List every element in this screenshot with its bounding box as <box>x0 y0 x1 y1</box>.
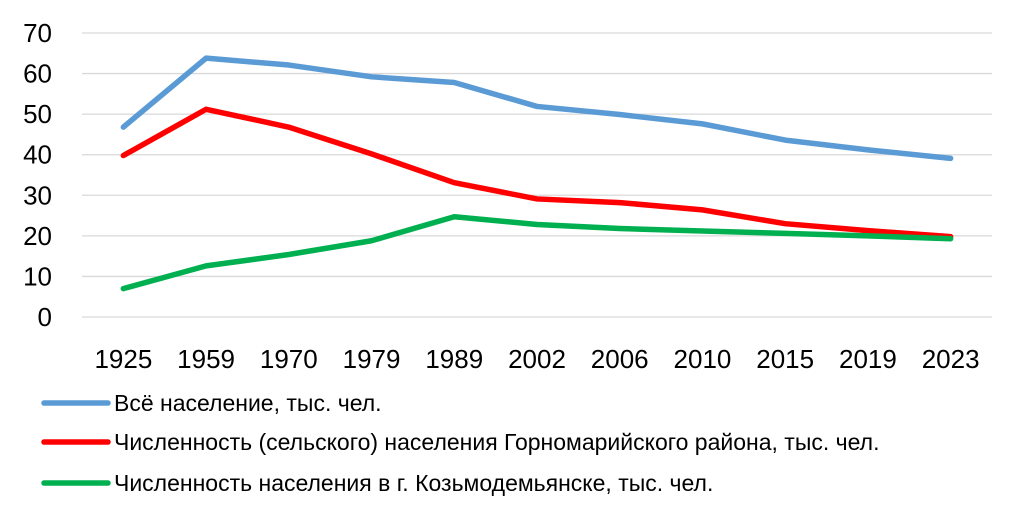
data-point <box>286 62 292 68</box>
x-tick-label: 1970 <box>260 344 318 374</box>
legend-item-1: Численность (сельского) населения Горном… <box>41 429 879 455</box>
legend-label: Численность населения в г. Козьмодемьянс… <box>114 470 713 496</box>
legend-item-0: Всё население, тыс. чел. <box>41 390 382 416</box>
data-point <box>948 156 953 161</box>
data-point <box>452 180 457 185</box>
data-point <box>865 233 871 239</box>
x-tick-label: 2019 <box>839 344 897 374</box>
data-point <box>121 124 126 130</box>
data-point <box>369 74 374 80</box>
y-tick-label: 50 <box>23 99 52 129</box>
legend-label: Всё население, тыс. чел. <box>114 390 382 416</box>
data-point <box>782 231 788 236</box>
x-tick-label: 2015 <box>756 344 814 374</box>
grid-lines <box>82 32 992 318</box>
x-tick-label: 2023 <box>922 344 980 374</box>
legend-label: Численность (сельского) населения Горном… <box>114 429 879 455</box>
y-tick-label: 10 <box>23 261 52 291</box>
data-point <box>782 221 788 226</box>
data-point <box>534 196 540 202</box>
data-point <box>286 252 292 257</box>
data-point <box>617 200 622 205</box>
x-tick-label: 2010 <box>674 344 732 374</box>
y-tick-label: 20 <box>23 221 52 251</box>
x-axis-ticks: 1925 1959 1970 1979 1989 2002 2006 2010 2015 2019… <box>94 344 979 374</box>
legend-item-2: Численность населения в г. Козьмодемьянс… <box>41 470 713 496</box>
data-point <box>369 238 374 243</box>
data-point <box>617 112 622 117</box>
x-tick-label: 1959 <box>177 344 235 374</box>
y-tick-label: 40 <box>23 140 52 170</box>
x-tick-label: 1925 <box>94 344 152 374</box>
series-line <box>120 106 954 240</box>
x-tick-label: 2002 <box>508 344 566 374</box>
data-point <box>203 263 209 269</box>
y-tick-label: 60 <box>23 59 52 89</box>
series-2 <box>120 214 954 292</box>
data-point <box>121 286 126 291</box>
y-tick-label: 70 <box>23 18 52 48</box>
data-point <box>452 80 457 85</box>
legend: Всё население, тыс. чел. Численность (сел… <box>41 390 879 496</box>
data-point <box>700 121 705 127</box>
y-axis-ticks: 0 10 20 30 40 50 60 70 <box>23 18 52 332</box>
data-point <box>369 151 374 157</box>
y-tick-label: 30 <box>23 180 52 210</box>
data-point <box>865 228 871 233</box>
series-0 <box>120 55 954 162</box>
data-point <box>534 104 540 109</box>
data-point <box>617 226 622 231</box>
data-point <box>782 137 788 143</box>
x-tick-label: 1989 <box>425 344 483 374</box>
x-tick-label: 1979 <box>343 344 401 374</box>
data-point <box>203 107 209 112</box>
data-point <box>121 153 126 158</box>
data-point <box>534 222 540 227</box>
data-point <box>700 228 705 234</box>
y-tick-label: 0 <box>38 302 52 332</box>
data-point <box>948 236 953 241</box>
data-point <box>286 124 292 130</box>
data-point <box>203 55 209 61</box>
series-lines <box>120 55 954 292</box>
data-point <box>700 207 705 213</box>
data-point <box>452 214 457 219</box>
data-point <box>865 147 871 153</box>
series-1 <box>120 106 954 240</box>
x-tick-label: 2006 <box>591 344 649 374</box>
